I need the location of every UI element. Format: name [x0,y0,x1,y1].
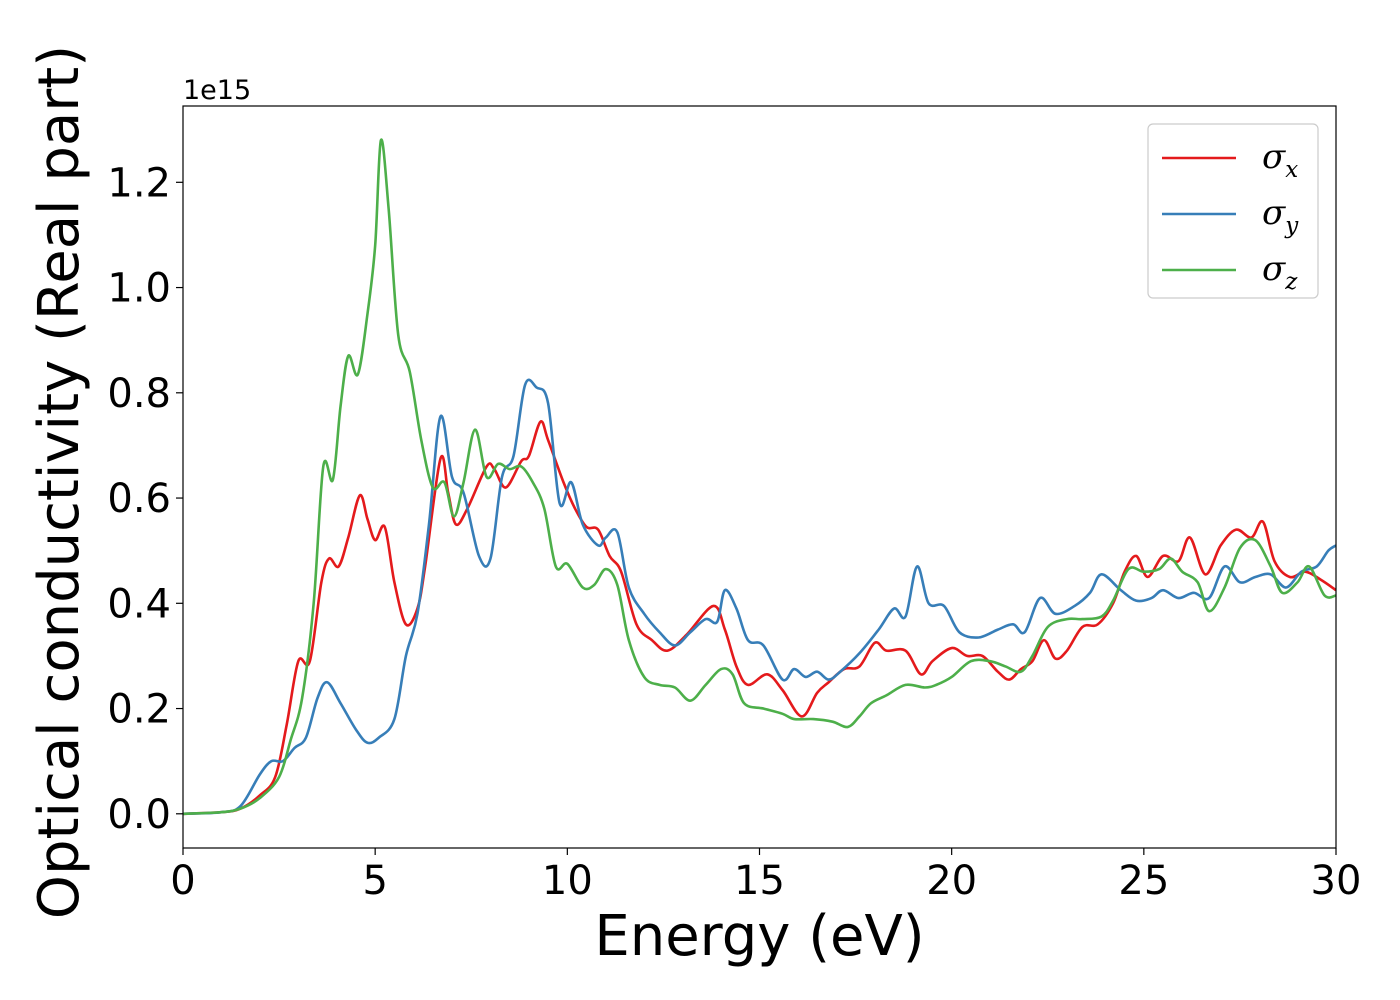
legend-label-z: σz [1262,249,1298,295]
series-line-z [183,138,1336,816]
legend-label-x: σx [1262,137,1298,183]
series-line-x [183,420,1336,816]
y-tick-label: 0.4 [107,581,171,627]
legend-label-y: σy [1262,193,1299,239]
legend: σx σy σz [1147,123,1319,299]
x-tick-label: 20 [926,858,977,904]
y-axis: 0.0 0.2 0.4 0.6 0.8 1.0 1.2 [107,160,183,838]
legend-box [1147,123,1319,299]
x-tick-label: 25 [1118,858,1169,904]
y-tick-label: 0.6 [107,476,171,522]
x-tick-label: 0 [170,858,195,904]
y-tick-label: 1.2 [107,160,171,206]
y-tick-label: 0.2 [107,687,171,733]
x-tick-label: 15 [734,858,785,904]
y-tick-label: 1.0 [107,266,171,312]
y-axis-title: Optical conductivity (Real part) [27,45,92,919]
x-axis-title: Energy (eV) [594,904,924,969]
series-layer [183,138,1336,816]
x-tick-label: 10 [542,858,593,904]
x-axis: 0 5 10 15 20 25 30 [170,848,1361,904]
x-tick-label: 5 [362,858,387,904]
x-tick-label: 30 [1311,858,1362,904]
y-tick-label: 0.0 [107,792,171,838]
series-line-y [183,378,1336,816]
y-tick-label: 0.8 [107,371,171,417]
y-offset-label: 1e15 [183,75,251,106]
